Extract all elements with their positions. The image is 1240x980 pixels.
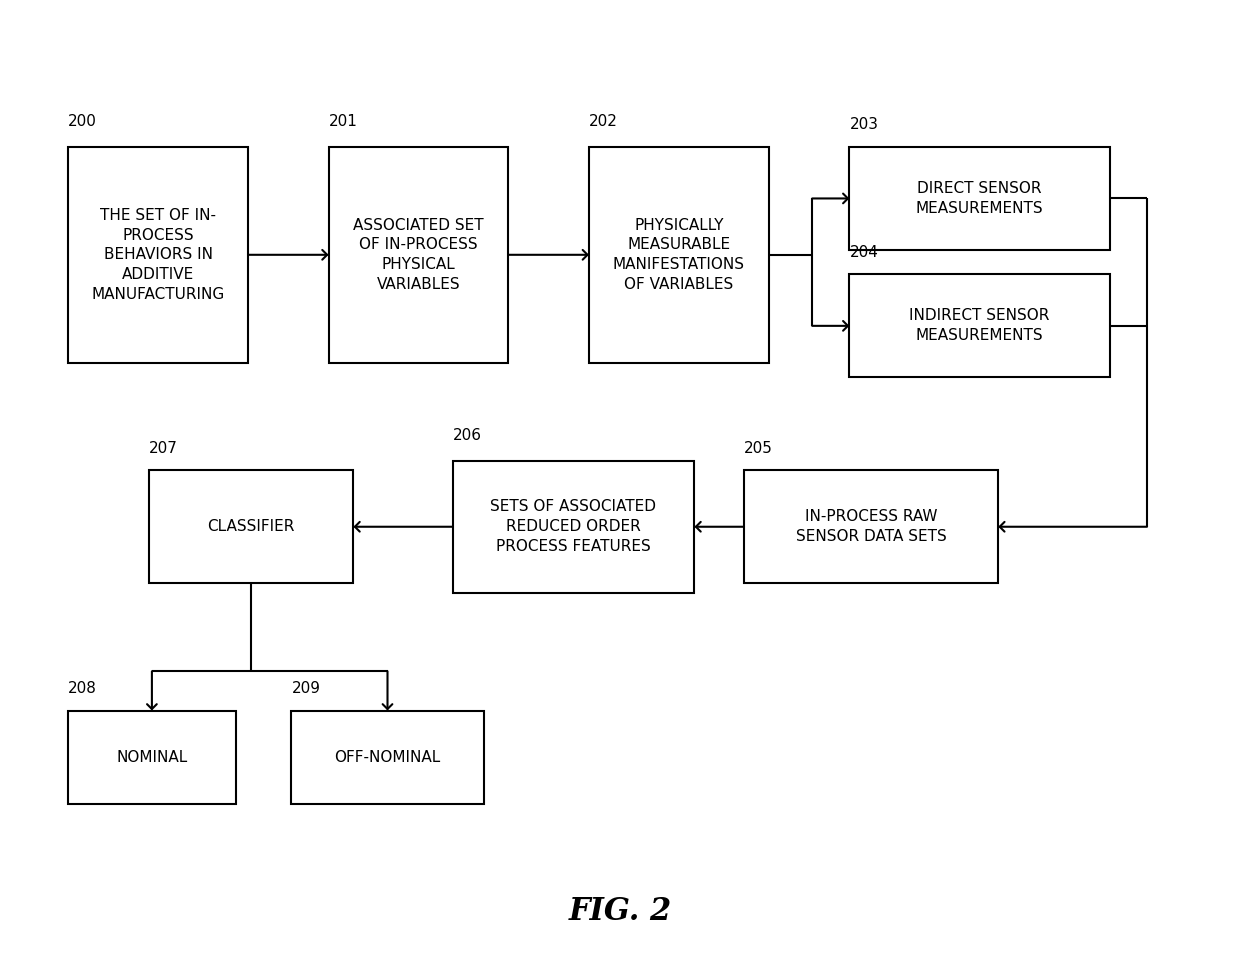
Text: IN-PROCESS RAW
SENSOR DATA SETS: IN-PROCESS RAW SENSOR DATA SETS — [796, 510, 946, 544]
Bar — [329, 147, 508, 363]
Text: SETS OF ASSOCIATED
REDUCED ORDER
PROCESS FEATURES: SETS OF ASSOCIATED REDUCED ORDER PROCESS… — [491, 500, 656, 554]
Text: 207: 207 — [149, 441, 177, 456]
Text: 200: 200 — [68, 115, 97, 129]
Text: 202: 202 — [589, 115, 618, 129]
Bar — [68, 710, 236, 804]
Text: 201: 201 — [329, 115, 357, 129]
Text: 209: 209 — [291, 681, 320, 696]
Text: 206: 206 — [453, 428, 481, 443]
Text: ASSOCIATED SET
OF IN-PROCESS
PHYSICAL
VARIABLES: ASSOCIATED SET OF IN-PROCESS PHYSICAL VA… — [353, 218, 484, 292]
Text: THE SET OF IN-
PROCESS
BEHAVIORS IN
ADDITIVE
MANUFACTURING: THE SET OF IN- PROCESS BEHAVIORS IN ADDI… — [92, 208, 224, 302]
Bar — [849, 274, 1110, 377]
Bar — [291, 710, 484, 804]
Text: 208: 208 — [68, 681, 97, 696]
Bar — [149, 470, 353, 583]
Text: 204: 204 — [849, 245, 878, 260]
Text: CLASSIFIER: CLASSIFIER — [207, 519, 295, 534]
Text: NOMINAL: NOMINAL — [117, 750, 187, 764]
Text: OFF-NOMINAL: OFF-NOMINAL — [335, 750, 440, 764]
Text: DIRECT SENSOR
MEASUREMENTS: DIRECT SENSOR MEASUREMENTS — [916, 181, 1043, 216]
Bar — [849, 147, 1110, 250]
Text: INDIRECT SENSOR
MEASUREMENTS: INDIRECT SENSOR MEASUREMENTS — [909, 309, 1050, 343]
Bar — [68, 147, 248, 363]
Text: 203: 203 — [849, 118, 878, 132]
Text: FIG. 2: FIG. 2 — [568, 896, 672, 927]
Bar — [453, 461, 694, 593]
Text: 205: 205 — [744, 441, 773, 456]
Bar — [589, 147, 769, 363]
Text: PHYSICALLY
MEASURABLE
MANIFESTATIONS
OF VARIABLES: PHYSICALLY MEASURABLE MANIFESTATIONS OF … — [613, 218, 745, 292]
Bar — [744, 470, 998, 583]
